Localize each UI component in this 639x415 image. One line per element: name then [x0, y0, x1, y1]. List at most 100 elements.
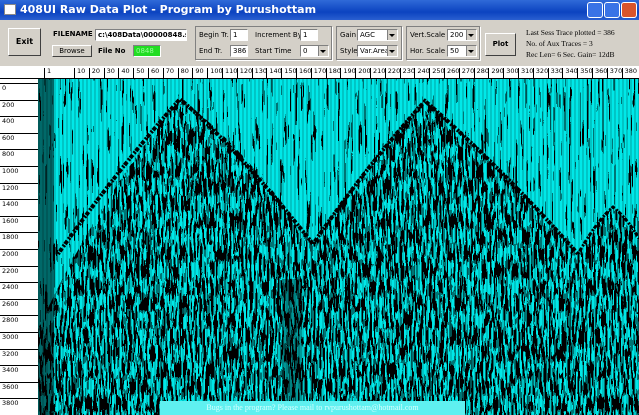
seismic-plot: [38, 79, 639, 415]
trace-tick: [163, 68, 164, 78]
trace-label: 220: [388, 67, 400, 75]
maximize-button[interactable]: [604, 2, 620, 18]
trace-label: 1: [47, 67, 51, 75]
trace-label: 30: [107, 67, 115, 75]
begin-tr-field[interactable]: 1: [230, 29, 248, 41]
hor-scale-combo[interactable]: 50: [447, 45, 477, 57]
close-button[interactable]: [621, 2, 637, 18]
begin-tr-label: Begin Tr.: [199, 31, 229, 39]
window-title: 408UI Raw Data Plot - Program by Purusho…: [20, 0, 316, 20]
trace-label: 290: [491, 67, 503, 75]
start-time-label: Start Time: [255, 47, 291, 55]
minimize-button[interactable]: [587, 2, 603, 18]
trace-label: 250: [432, 67, 444, 75]
hor-scale-label: Hor. Scale: [410, 47, 445, 55]
app-icon: [4, 4, 16, 15]
trace-tick: [74, 68, 75, 78]
increment-field[interactable]: 1: [300, 29, 318, 41]
info-line: Last Sess Trace plotted = 386: [526, 27, 615, 38]
browse-button[interactable]: Browse: [52, 45, 92, 57]
time-label: 3000: [2, 333, 19, 341]
style-combo[interactable]: Var.Area: [357, 45, 398, 57]
time-label: 1200: [2, 184, 19, 192]
time-label: 1000: [2, 167, 19, 175]
start-time-combo[interactable]: 0: [300, 45, 329, 57]
info-panel: Last Sess Trace plotted = 386 No. of Aux…: [526, 27, 615, 60]
title-bar: 408UI Raw Data Plot - Program by Purusho…: [0, 0, 639, 20]
trace-label: 340: [565, 67, 577, 75]
trace-label: 10: [77, 67, 85, 75]
trace-tick: [207, 68, 208, 78]
trace-tick: [622, 68, 623, 78]
trace-tick: [118, 68, 119, 78]
trace-tick: [355, 68, 356, 78]
trace-tick: [444, 68, 445, 78]
vert-scale-combo[interactable]: 200: [447, 29, 477, 41]
trace-tick: [414, 68, 415, 78]
trace-tick: [562, 68, 563, 78]
trace-label: 300: [506, 67, 518, 75]
trace-tick: [385, 68, 386, 78]
trace-label: 360: [595, 67, 607, 75]
trace-label: 40: [121, 67, 129, 75]
time-label: 400: [2, 117, 14, 125]
trace-tick: [370, 68, 371, 78]
trace-tick: [459, 68, 460, 78]
trace-label: 70: [166, 67, 174, 75]
trace-label: 100: [210, 67, 222, 75]
trace-tick: [44, 68, 45, 78]
trace-tick: [296, 68, 297, 78]
trace-tick: [192, 68, 193, 78]
trace-label: 380: [625, 67, 637, 75]
trace-tick: [533, 68, 534, 78]
trace-tick: [400, 68, 401, 78]
trace-label: 350: [580, 67, 592, 75]
file-no-field: 0848: [133, 45, 161, 57]
exit-button[interactable]: Exit: [8, 28, 41, 56]
trace-tick: [133, 68, 134, 78]
trace-label: 190: [343, 67, 355, 75]
time-label: 3800: [2, 399, 19, 407]
trace-label: 260: [447, 67, 459, 75]
time-label: 2600: [2, 300, 19, 308]
end-tr-field[interactable]: 386: [230, 45, 248, 57]
time-label: 1400: [2, 200, 19, 208]
trace-tick: [222, 68, 223, 78]
trace-tick: [340, 68, 341, 78]
trace-tick: [607, 68, 608, 78]
trace-label: 50: [136, 67, 144, 75]
trace-tick: [577, 68, 578, 78]
style-label: Style: [340, 47, 358, 55]
time-label: 3400: [2, 366, 19, 374]
plot-button[interactable]: Plot: [485, 33, 516, 56]
aux-traces: [38, 79, 54, 415]
time-label: 3600: [2, 383, 19, 391]
gain-combo[interactable]: AGC: [357, 29, 398, 41]
trace-tick: [148, 68, 149, 78]
footer-message: Bugs in the program? Please mail to rvpu…: [160, 401, 465, 415]
trace-tick: [518, 68, 519, 78]
trace-tick: [311, 68, 312, 78]
trace-label: 240: [417, 67, 429, 75]
trace-tick: [237, 68, 238, 78]
filename-field[interactable]: c:\408Data\00000848.segd: [95, 29, 187, 41]
trace-tick: [326, 68, 327, 78]
noise-band: [282, 279, 302, 415]
vert-scale-label: Vert.Scale: [410, 31, 445, 39]
filename-label: FILENAME: [53, 30, 93, 38]
trace-label: 120: [240, 67, 252, 75]
trace-tick: [178, 68, 179, 78]
trace-tick: [503, 68, 504, 78]
trace-label: 140: [269, 67, 281, 75]
trace-label: 150: [284, 67, 296, 75]
time-label: 600: [2, 134, 14, 142]
trace-tick: [429, 68, 430, 78]
trace-label: 170: [314, 67, 326, 75]
info-line: Rec Len= 6 Sec. Gain= 12dB: [526, 49, 615, 60]
trace-tick: [488, 68, 489, 78]
trace-label: 270: [462, 67, 474, 75]
trace-tick: [281, 68, 282, 78]
trace-label: 210: [373, 67, 385, 75]
increment-label: Increment By: [255, 31, 302, 39]
